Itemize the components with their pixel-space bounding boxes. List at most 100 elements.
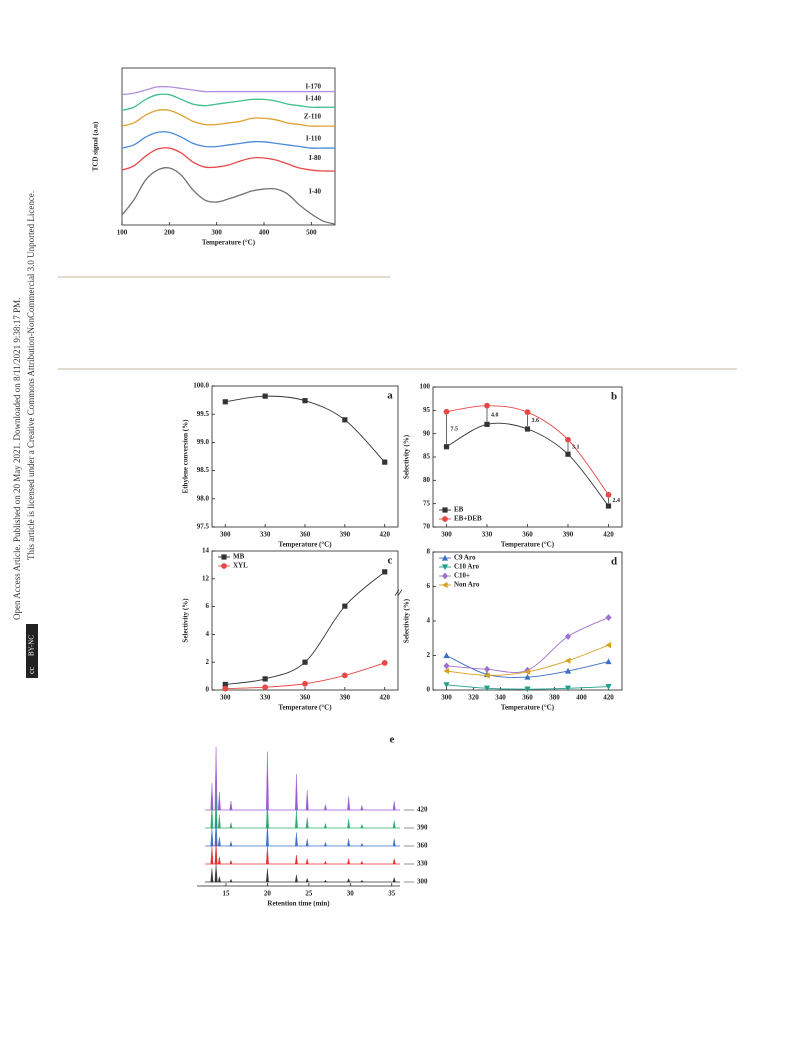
gap-label: 4.0 bbox=[491, 412, 499, 418]
y-tick-label: 99.5 bbox=[197, 410, 210, 418]
panel-label: a bbox=[387, 390, 393, 402]
peak bbox=[217, 856, 221, 865]
x-tick-label: 15 bbox=[223, 890, 231, 898]
y-tick-label: 99.0 bbox=[197, 438, 210, 446]
marker bbox=[564, 657, 571, 664]
x-tick-label: 390 bbox=[340, 531, 351, 539]
peak bbox=[347, 838, 351, 847]
peak bbox=[347, 877, 351, 883]
sidebar: Open Access Article. Published on 20 May… bbox=[12, 191, 38, 678]
y-tick-label: 12 bbox=[202, 574, 210, 582]
peak bbox=[217, 791, 221, 811]
peak bbox=[392, 858, 396, 865]
peak bbox=[305, 858, 309, 865]
x-tick-label: 340 bbox=[495, 694, 506, 702]
legend-marker bbox=[441, 554, 449, 561]
x-tick-label: 330 bbox=[260, 531, 271, 539]
y-axis-label: Selectivity (%) bbox=[403, 598, 411, 643]
marker bbox=[605, 683, 612, 690]
series-line bbox=[121, 131, 335, 149]
y-tick-label: 70 bbox=[423, 523, 431, 531]
badge-by: BY-NC bbox=[28, 635, 36, 656]
legend-marker bbox=[441, 564, 449, 571]
peak bbox=[360, 823, 364, 829]
marker bbox=[565, 451, 571, 457]
panel-label: e bbox=[390, 734, 395, 746]
x-tick-label: 400 bbox=[576, 694, 587, 702]
peak bbox=[347, 858, 351, 865]
y-tick-label: 0 bbox=[427, 686, 431, 694]
legend-label: XYL bbox=[233, 562, 248, 570]
peak bbox=[360, 804, 364, 811]
marker bbox=[524, 686, 531, 693]
legend-label: EB bbox=[454, 506, 464, 514]
peak bbox=[217, 836, 221, 847]
legend-label: MB bbox=[233, 553, 245, 561]
series-label: I-80 bbox=[309, 154, 322, 162]
peak bbox=[295, 773, 298, 811]
x-tick-label: 100 bbox=[117, 229, 128, 237]
marker bbox=[524, 673, 531, 680]
legend-label: EB+DEB bbox=[454, 515, 482, 523]
peak bbox=[392, 876, 396, 883]
x-tick-label: 300 bbox=[220, 531, 231, 539]
x-tick-label: 380 bbox=[549, 694, 560, 702]
peak bbox=[210, 845, 214, 865]
peak bbox=[305, 790, 309, 811]
x-tick-label: 360 bbox=[522, 694, 533, 702]
marker bbox=[484, 421, 490, 427]
plot-frame bbox=[121, 67, 336, 226]
marker bbox=[564, 633, 572, 640]
legend-marker bbox=[442, 507, 448, 513]
peak bbox=[217, 814, 221, 829]
peak bbox=[323, 822, 327, 829]
x-tick-label: 400 bbox=[259, 229, 270, 237]
marker bbox=[443, 662, 450, 670]
marker bbox=[605, 503, 612, 509]
marker bbox=[222, 685, 229, 692]
series-label: I-40 bbox=[309, 187, 322, 195]
y-tick-label: 80 bbox=[423, 476, 431, 484]
x-tick-label: 500 bbox=[306, 229, 317, 237]
x-tick-label: 300 bbox=[211, 229, 222, 237]
marker bbox=[381, 659, 388, 666]
y-tick-label: 100 bbox=[420, 383, 431, 391]
peak bbox=[229, 878, 233, 883]
gap-label: 7.5 bbox=[451, 427, 459, 433]
peak bbox=[229, 859, 233, 865]
peak bbox=[323, 879, 328, 883]
series-line bbox=[121, 85, 335, 96]
peak bbox=[392, 800, 396, 811]
y-tick-label: 90 bbox=[423, 429, 431, 437]
peak bbox=[347, 796, 351, 811]
series-line bbox=[121, 93, 335, 112]
legend-label: Non Aro bbox=[454, 581, 480, 589]
legend-marker bbox=[442, 516, 448, 522]
x-tick-label: 300 bbox=[441, 694, 452, 702]
peak bbox=[294, 874, 298, 883]
peak bbox=[323, 841, 327, 847]
x-axis-label: Temperature (°C) bbox=[202, 239, 256, 247]
series-label: I-110 bbox=[306, 135, 322, 143]
marker bbox=[302, 659, 308, 665]
marker bbox=[483, 665, 491, 673]
sidebar-line: This article is licensed under a Creativ… bbox=[26, 191, 36, 560]
marker bbox=[222, 399, 228, 405]
y-axis-label: TCD signal (a.u) bbox=[92, 121, 100, 171]
marker bbox=[564, 667, 572, 674]
plot-frame bbox=[211, 385, 399, 528]
y-tick-label: 6 bbox=[427, 582, 431, 590]
legend-marker bbox=[441, 572, 449, 580]
marker bbox=[524, 426, 531, 432]
marker bbox=[483, 672, 490, 679]
y-tick-label: 6 bbox=[206, 602, 210, 610]
series-line bbox=[446, 617, 609, 673]
marker bbox=[342, 417, 348, 423]
peak bbox=[392, 820, 396, 829]
x-axis-label: Temperature (°C) bbox=[501, 541, 555, 549]
marker bbox=[262, 684, 269, 691]
peak bbox=[305, 817, 309, 829]
x-tick-label: 360 bbox=[522, 531, 533, 539]
legend-marker bbox=[221, 554, 227, 560]
y-tick-label: 2 bbox=[427, 651, 431, 659]
